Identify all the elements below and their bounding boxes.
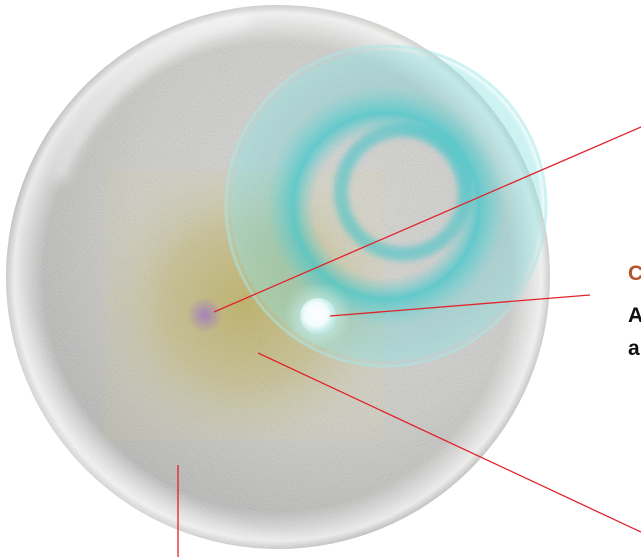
- glowing-nucleus: [292, 290, 344, 342]
- pointer-lines: [177, 126, 641, 557]
- label-text-line-1: A: [628, 304, 641, 327]
- turquoise-shell: [224, 44, 548, 368]
- purple-granule: [187, 297, 223, 333]
- pointer-line-bottom-right: [257, 352, 641, 533]
- pointer-line-top-right: [213, 126, 641, 313]
- label-title: C: [628, 262, 641, 285]
- pointer-line-nucleus: [329, 294, 591, 317]
- label-text-line-2: a: [628, 337, 640, 360]
